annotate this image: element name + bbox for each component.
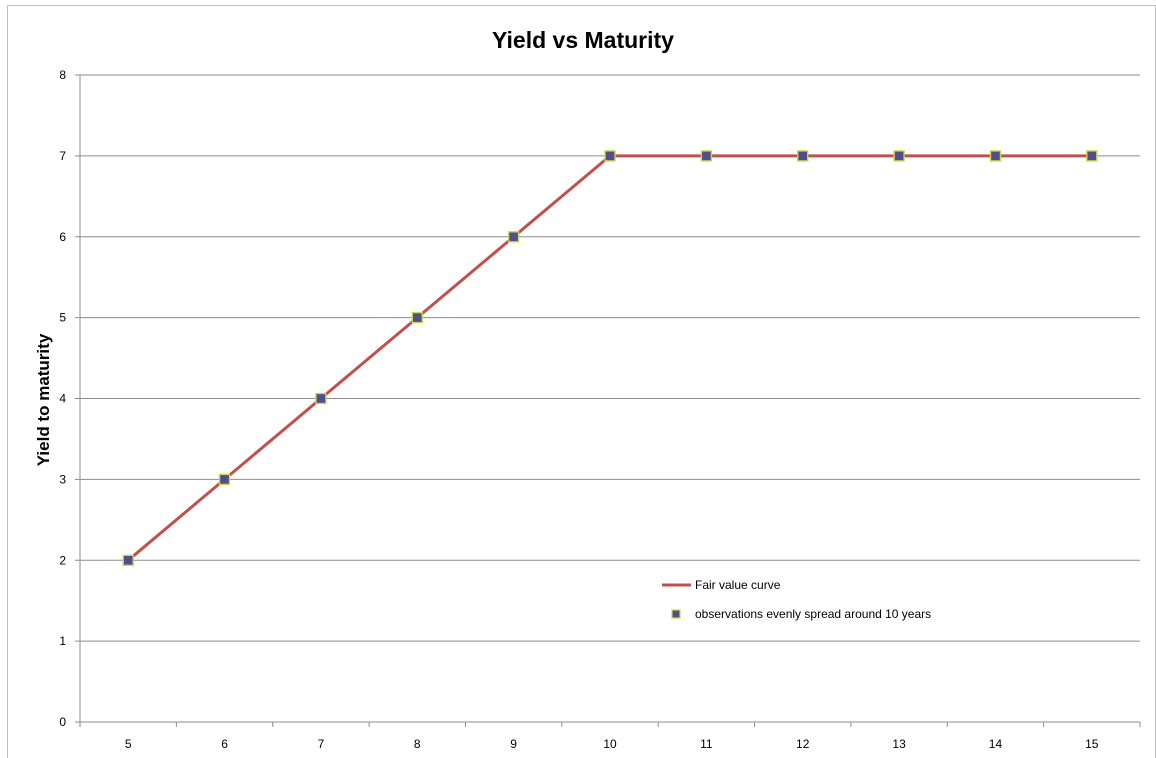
tick-label-x-9: 9 (510, 737, 517, 751)
data-point-8 (411, 311, 423, 324)
tick-label-x-13: 13 (892, 737, 906, 751)
series-line-fair-value-curve (127, 154, 1092, 562)
tick-label-y-6: 6 (59, 230, 66, 244)
tick-label-y-3: 3 (59, 472, 66, 486)
tick-label-y-1: 1 (59, 634, 66, 648)
tick-label-x-14: 14 (989, 737, 1003, 751)
tick-label-x-7: 7 (318, 737, 325, 751)
tick-label-y-5: 5 (59, 311, 66, 325)
legend: Fair value curve observations evenly spr… (662, 578, 931, 621)
tick-label-x-8: 8 (414, 737, 421, 751)
tick-label-x-5: 5 (125, 737, 132, 751)
chart-title: Yield vs Maturity (492, 27, 674, 53)
data-point-13 (893, 150, 905, 162)
data-point-15 (1086, 150, 1098, 162)
tick-label-y-0: 0 (59, 715, 66, 729)
legend-label-observations: observations evenly spread around 10 yea… (695, 607, 931, 621)
data-point-10 (604, 150, 616, 162)
data-point-12 (797, 150, 809, 162)
tick-label-x-11: 11 (700, 737, 713, 751)
data-point-6 (218, 473, 231, 486)
legend-label-fair-value-curve: Fair value curve (695, 578, 781, 592)
data-point-5 (122, 554, 134, 566)
grid-layer (80, 74, 1140, 642)
tick-label-x-15: 15 (1085, 737, 1099, 751)
tick-label-y-8: 8 (59, 68, 66, 82)
tick-label-y-4: 4 (59, 392, 66, 406)
y-axis-label: Yield to maturity (34, 333, 53, 466)
series-layer (122, 150, 1098, 566)
tick-label-y-7: 7 (59, 149, 66, 163)
chart-frame (7, 5, 1156, 758)
tick-label-x-10: 10 (603, 737, 617, 751)
tick-label-y-2: 2 (59, 553, 66, 567)
tick-label-x-6: 6 (221, 737, 228, 751)
data-point-14 (989, 150, 1002, 162)
data-point-9 (507, 231, 520, 243)
tick-label-x-12: 12 (796, 737, 810, 751)
axis-layer (75, 74, 1141, 727)
data-point-11 (700, 150, 713, 162)
data-point-7 (315, 392, 327, 405)
legend-swatch-observations (671, 609, 681, 619)
